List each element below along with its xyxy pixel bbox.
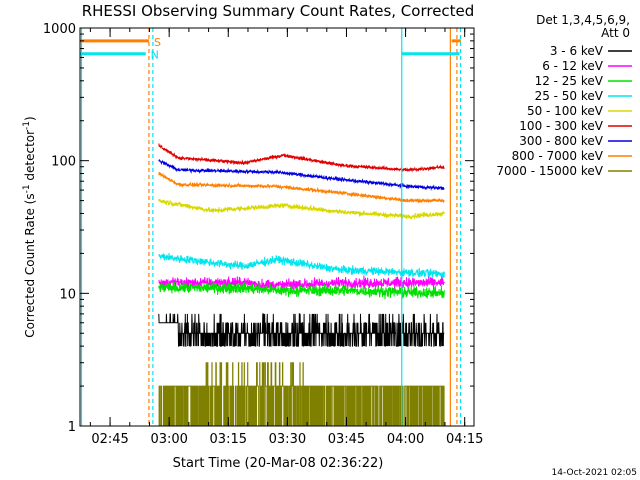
x-tick-label: 03:00 xyxy=(150,432,187,447)
series-line xyxy=(158,280,445,300)
x-tick-label: 04:15 xyxy=(446,432,483,447)
series-line xyxy=(158,143,445,173)
legend-entry-label: 800 - 7000 keV xyxy=(512,149,604,163)
y-tick-label: 10 xyxy=(59,287,76,302)
series-line xyxy=(158,198,445,220)
chart-title: RHESSI Observing Summary Count Rates, Co… xyxy=(82,2,475,20)
y-tick-label: 1000 xyxy=(43,22,76,37)
axes-layer: 02:45 03:00 03:15 03:30 03:45 04:00 04:15 1 10 10… xyxy=(43,22,484,447)
x-axis-label: Start Time (20-Mar-08 02:36:22) xyxy=(173,456,384,471)
x-tick-label: 04:00 xyxy=(387,432,424,447)
y-axis-label-part: ) xyxy=(23,116,37,121)
x-tick-label: 03:30 xyxy=(269,432,306,447)
series-line xyxy=(158,158,445,192)
x-tick-label: 02:45 xyxy=(91,432,128,447)
y-axis-label-superscript: -1 xyxy=(22,121,32,130)
series-line xyxy=(158,172,445,204)
legend-entry-label: 12 - 25 keV xyxy=(535,74,604,88)
legend-entry-label: 6 - 12 keV xyxy=(542,59,604,73)
y-axis-label-part: detector xyxy=(23,130,37,185)
legend-entry-label: 7000 - 15000 keV xyxy=(496,164,603,178)
series-line xyxy=(158,313,445,347)
y-tick-label: 100 xyxy=(51,155,76,170)
x-tick-label: 03:45 xyxy=(328,432,365,447)
flag-bars-layer: SN xyxy=(80,36,461,62)
legend-entry-label: 100 - 300 keV xyxy=(519,119,603,133)
y-axis-label: Corrected Count Rate (s-1 detector-1) xyxy=(22,116,37,337)
flag-bar-label: N xyxy=(151,49,159,62)
legend-entry-label: 3 - 6 keV xyxy=(550,44,604,58)
flag-bar-label: S xyxy=(154,36,161,49)
y-axis-label-part: Corrected Count Rate (s xyxy=(23,193,37,337)
legend-header: Det 1,3,4,5,6,9, xyxy=(536,13,630,27)
y-tick-label: 1 xyxy=(68,420,76,435)
y-axis-label-superscript: -1 xyxy=(22,184,32,193)
x-tick-label: 03:15 xyxy=(210,432,247,447)
legend-header: Att 0 xyxy=(601,26,630,40)
attenuator-lines-layer xyxy=(80,28,462,426)
series-line xyxy=(158,275,445,292)
legend-entry-label: 300 - 800 keV xyxy=(519,134,603,148)
footer-timestamp: 14-Oct-2021 02:05 xyxy=(552,468,637,478)
series-line xyxy=(158,252,445,279)
plot-frame xyxy=(79,27,475,427)
legend-entry-label: 50 - 100 keV xyxy=(527,104,604,118)
legend-entry-label: 25 - 50 keV xyxy=(535,89,604,103)
